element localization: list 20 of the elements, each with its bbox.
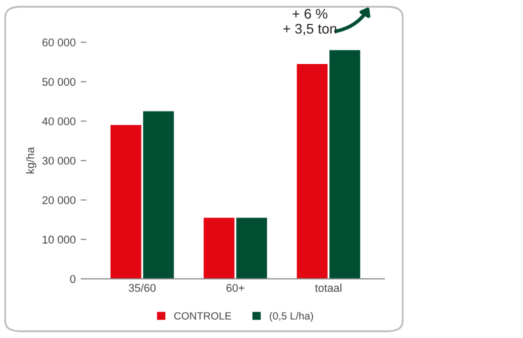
bar [204,218,234,279]
x-tick-label: totaal [315,284,342,292]
bar [110,125,142,279]
y-tick-label: 30 000 [42,156,76,165]
y-tick-label: 0 [70,275,76,283]
y-axis-title: kg/ha [26,146,36,174]
legend-label: (0,5 L/ha) [270,312,314,322]
bar [329,50,360,279]
x-tick-label: 35/60 [128,284,156,292]
y-tick-label: 20 000 [42,196,76,204]
bar [296,64,328,279]
y-tick-label: 50 000 [42,78,76,86]
y-tick-label: 40 000 [42,117,76,126]
x-tick-label: 60+ [226,284,244,292]
y-tick-label: 10 000 [42,236,76,244]
y-tick-label: 60 000 [42,38,76,46]
legend-label: CONTROLE [174,312,232,320]
annotation: + 6 % + 3,5 ton [283,8,336,36]
bar [143,111,174,279]
bar [236,218,268,279]
